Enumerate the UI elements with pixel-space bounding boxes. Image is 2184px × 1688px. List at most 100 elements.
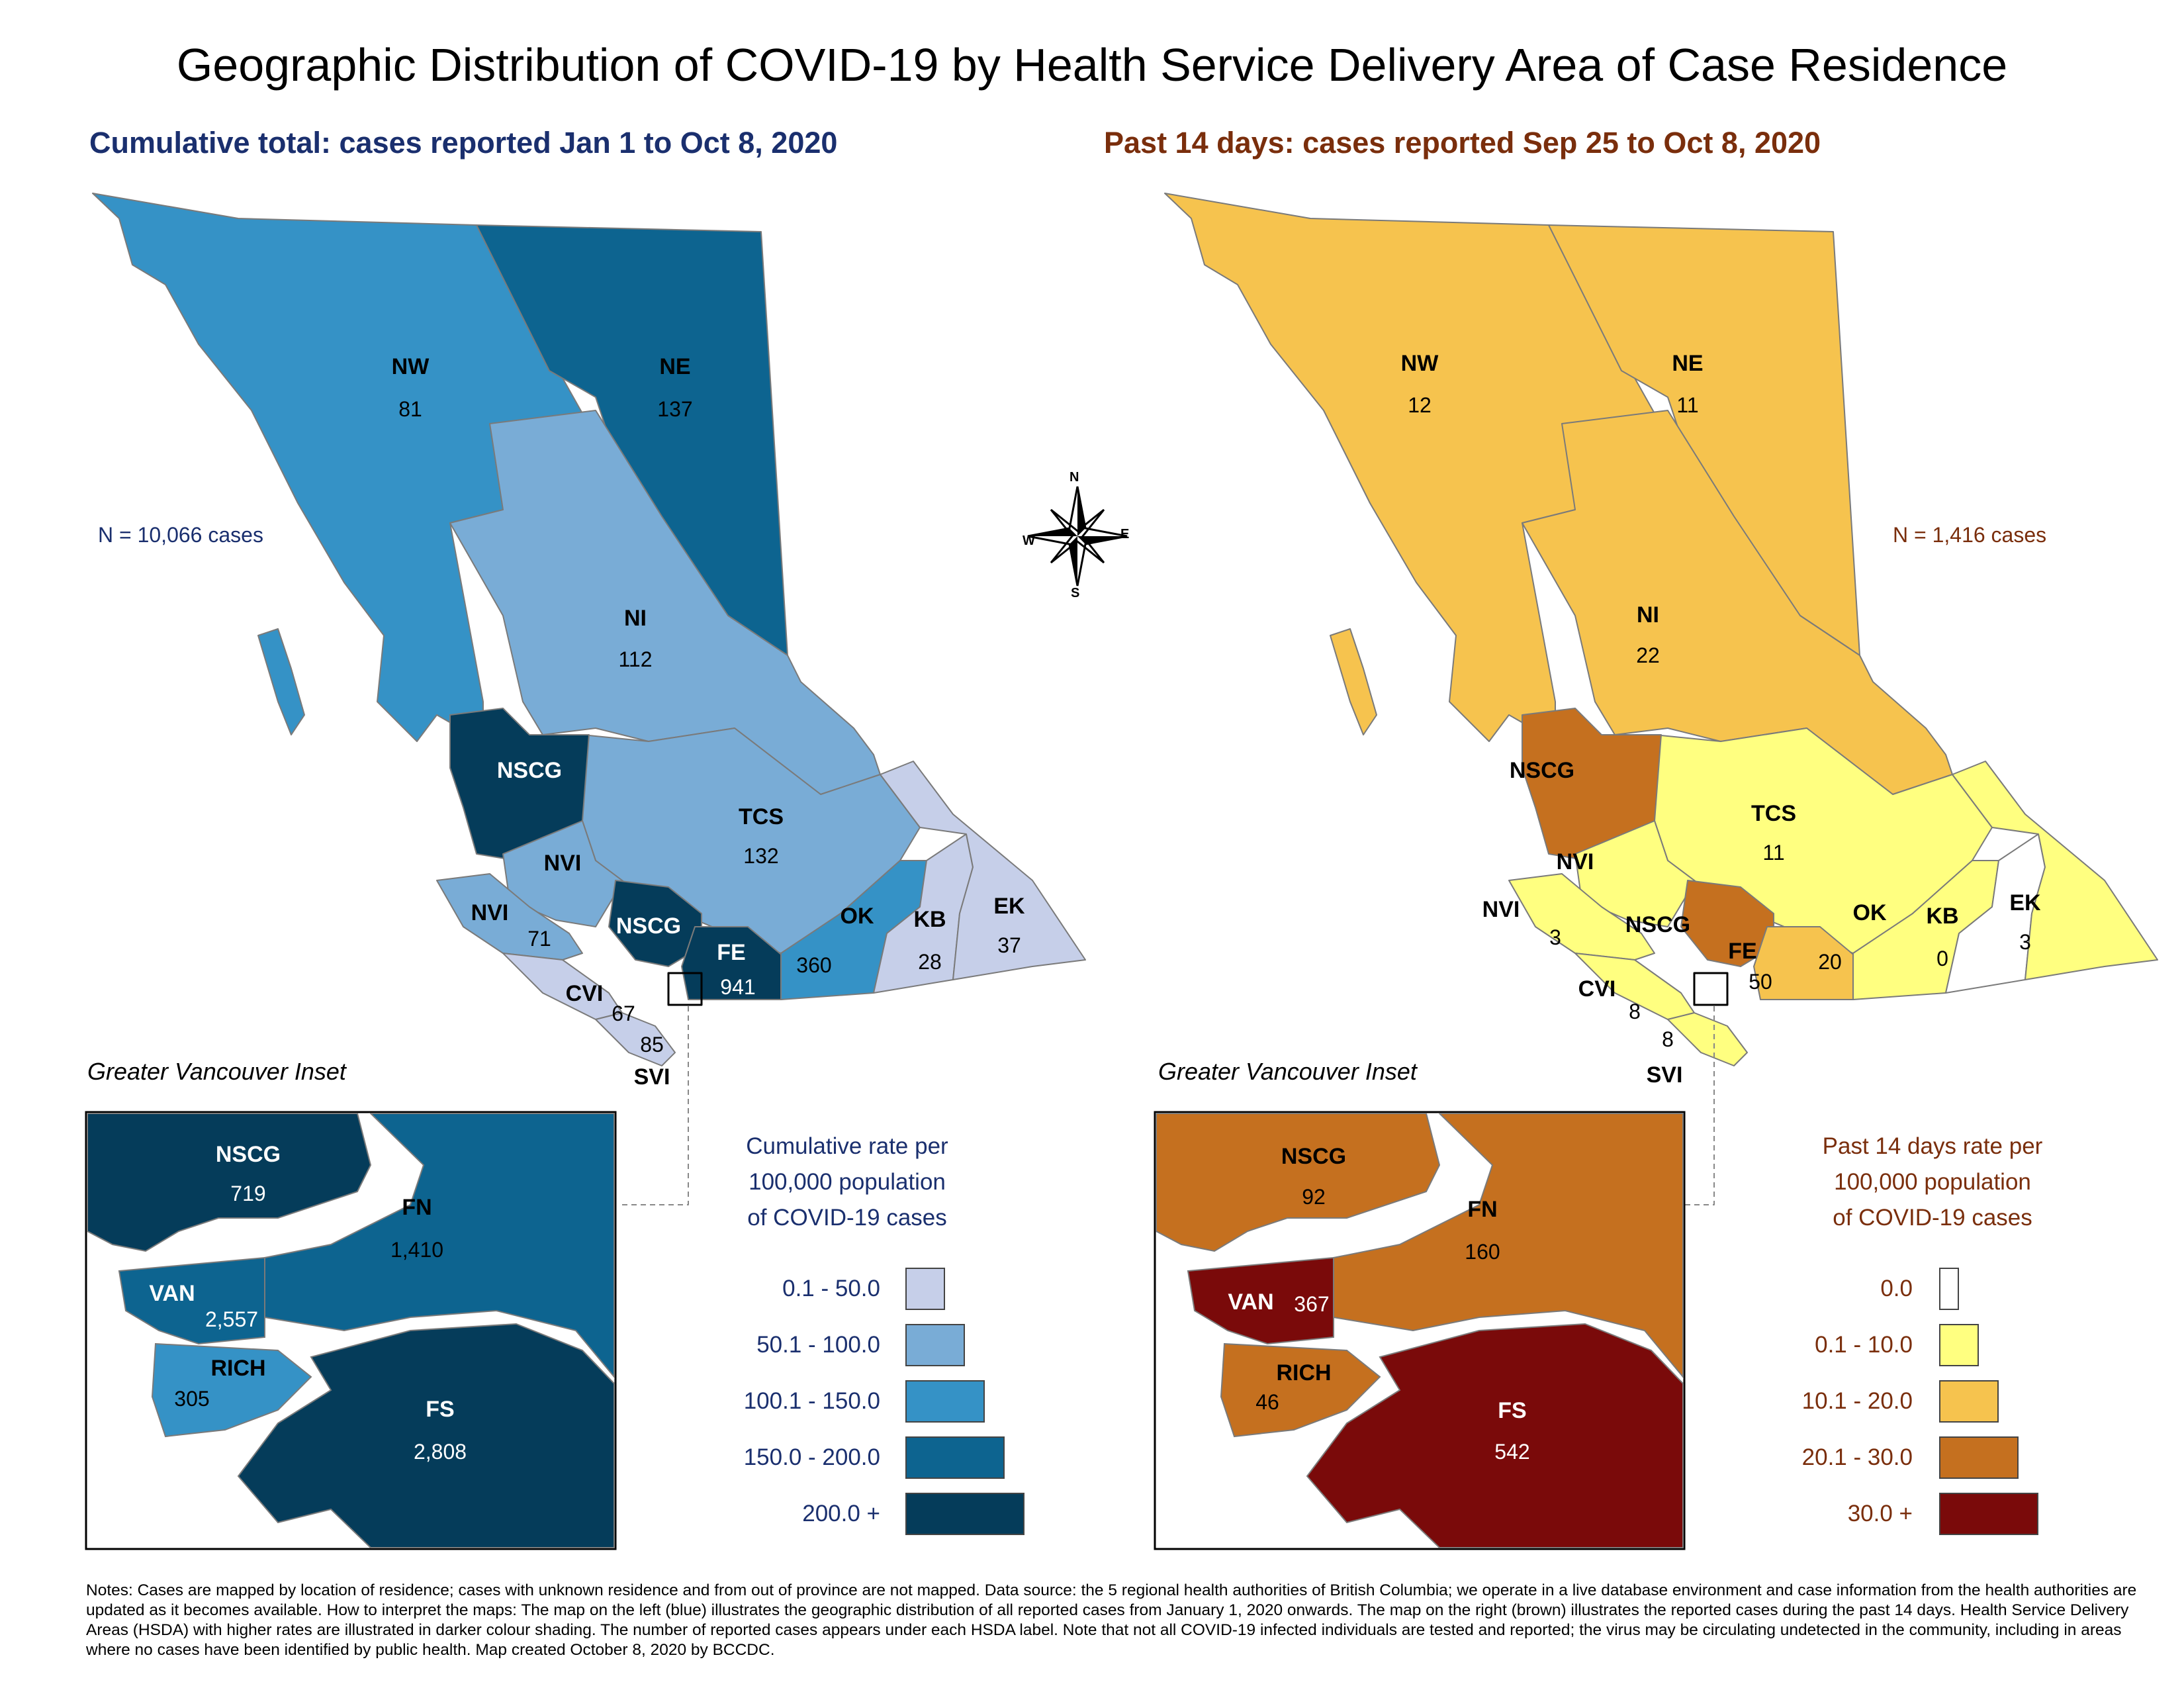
right-ok-label: OK bbox=[1852, 900, 1887, 925]
left-inset-nscg-label: NSCG bbox=[215, 1142, 281, 1167]
right-nscg-lower-label: NSCG bbox=[1625, 912, 1691, 937]
right-inset-van-value: 367 bbox=[1294, 1292, 1330, 1316]
left-ne-value: 137 bbox=[657, 397, 693, 421]
right-nvi-mainland-label: NVI bbox=[1556, 849, 1594, 874]
left-legend-title-line: Cumulative rate per bbox=[746, 1133, 948, 1159]
left-nw-label: NW bbox=[391, 354, 430, 379]
right-inset-rich bbox=[1220, 1342, 1381, 1438]
left-ok-value: 360 bbox=[796, 953, 832, 977]
left-nw-value: 81 bbox=[398, 397, 422, 421]
right-inset-title: Greater Vancouver Inset bbox=[1158, 1058, 1417, 1085]
left-legend-title-line: of COVID-19 cases bbox=[747, 1205, 947, 1231]
left-ek-label: EK bbox=[993, 894, 1025, 919]
right-cvi-value: 8 bbox=[1629, 1000, 1641, 1023]
left-inset-van-label: VAN bbox=[149, 1281, 195, 1306]
left-legend-title: Cumulative rate per 100,000 population o… bbox=[721, 1129, 973, 1236]
right-inset-fn-label: FN bbox=[1467, 1197, 1498, 1222]
left-fe-value: 941 bbox=[720, 975, 756, 999]
left-region-ek bbox=[880, 761, 1086, 980]
left-nscg-label: NSCG bbox=[496, 758, 563, 783]
right-nw-value: 12 bbox=[1408, 393, 1432, 417]
right-ne-value: 11 bbox=[1676, 393, 1699, 417]
right-kb-label: KB bbox=[1926, 904, 1959, 929]
left-tcs-value: 132 bbox=[743, 844, 779, 868]
right-region-svi bbox=[1667, 1012, 1748, 1066]
left-legend-title-line: 100,000 population bbox=[749, 1169, 946, 1195]
right-legend-label: 30.0 + bbox=[1847, 1501, 1913, 1526]
compass-rose-icon bbox=[1027, 486, 1128, 586]
left-inset-van bbox=[118, 1256, 265, 1345]
right-nw-label: NW bbox=[1400, 351, 1439, 376]
left-inset-nscg-value: 719 bbox=[230, 1182, 266, 1205]
right-nvi-value: 3 bbox=[1549, 925, 1561, 949]
compass-n-label: N bbox=[1069, 470, 1079, 485]
left-haida-gwaii bbox=[257, 628, 305, 735]
left-legend-label: 100.1 - 150.0 bbox=[743, 1388, 880, 1414]
left-legend-swatch bbox=[905, 1436, 1005, 1479]
right-legend-title: Past 14 days rate per 100,000 population… bbox=[1800, 1129, 2065, 1236]
right-legend-label: 0.1 - 10.0 bbox=[1815, 1332, 1913, 1358]
right-inset-fs-label: FS bbox=[1498, 1398, 1527, 1423]
right-fe-label: FE bbox=[1728, 939, 1757, 964]
right-region-ek bbox=[1952, 761, 2158, 980]
left-nvi-mainland-label: NVI bbox=[543, 851, 582, 876]
right-inset-rich-value: 46 bbox=[1255, 1390, 1279, 1414]
left-legend-swatch bbox=[905, 1380, 985, 1423]
right-legend-label: 10.1 - 20.0 bbox=[1801, 1388, 1913, 1414]
left-legend-swatch bbox=[905, 1493, 1024, 1535]
right-ok-value: 20 bbox=[1818, 950, 1842, 974]
right-svi-value: 8 bbox=[1662, 1027, 1674, 1051]
right-inset-nscg bbox=[1156, 1113, 1441, 1252]
left-legend-label: 200.0 + bbox=[802, 1501, 880, 1526]
right-fe-value: 50 bbox=[1749, 970, 1772, 994]
right-legend-swatch bbox=[1939, 1268, 1959, 1310]
right-ek-value: 3 bbox=[2019, 930, 2031, 954]
right-nscg-label: NSCG bbox=[1509, 758, 1575, 783]
right-inset-fn bbox=[1333, 1113, 1684, 1379]
compass-e-label: E bbox=[1120, 527, 1130, 541]
right-ni-label: NI bbox=[1637, 602, 1659, 628]
left-svi-value: 85 bbox=[640, 1033, 664, 1056]
left-ek-value: 37 bbox=[997, 933, 1021, 957]
left-map bbox=[92, 193, 1086, 1205]
right-kb-value: 0 bbox=[1936, 947, 1948, 970]
right-tcs-value: 11 bbox=[1762, 841, 1785, 865]
right-ek-label: EK bbox=[2009, 890, 2041, 915]
left-ok-label: OK bbox=[840, 904, 874, 929]
compass-w-label: W bbox=[1023, 534, 1035, 548]
compass-s-label: S bbox=[1071, 586, 1080, 600]
right-legend-swatch bbox=[1939, 1380, 1999, 1423]
right-ni-value: 22 bbox=[1636, 643, 1660, 667]
left-tcs-label: TCS bbox=[739, 804, 784, 829]
left-n-cases: N = 10,066 cases bbox=[98, 523, 263, 547]
left-region-nvi bbox=[436, 873, 583, 961]
left-nvi-value: 71 bbox=[527, 927, 551, 951]
left-inset-title: Greater Vancouver Inset bbox=[87, 1058, 346, 1085]
left-inset-fs-value: 2,808 bbox=[413, 1440, 467, 1464]
right-inset-fs bbox=[1306, 1323, 1684, 1548]
right-nvi-label: NVI bbox=[1482, 897, 1520, 922]
right-legend-label: 0.0 bbox=[1880, 1276, 1913, 1301]
right-inset-nscg-label: NSCG bbox=[1281, 1144, 1347, 1169]
left-legend-label: 150.0 - 200.0 bbox=[743, 1444, 880, 1470]
right-inset-van bbox=[1187, 1256, 1334, 1345]
left-legend-swatch bbox=[905, 1268, 945, 1310]
left-inset-fn bbox=[264, 1113, 615, 1379]
left-inset-van-value: 2,557 bbox=[205, 1307, 259, 1331]
right-map bbox=[1164, 193, 2158, 1205]
right-cvi-label: CVI bbox=[1578, 976, 1616, 1002]
page-title: Geographic Distribution of COVID-19 by H… bbox=[176, 39, 2008, 91]
right-legend-title-line: 100,000 population bbox=[1834, 1169, 2031, 1195]
right-ne-label: NE bbox=[1672, 351, 1704, 376]
right-inset-rich-label: RICH bbox=[1276, 1360, 1332, 1385]
left-ne-label: NE bbox=[659, 354, 691, 379]
right-haida-gwaii bbox=[1330, 628, 1377, 735]
left-region-svi bbox=[595, 1012, 676, 1066]
left-kb-label: KB bbox=[913, 907, 946, 932]
left-inset-rich bbox=[151, 1342, 312, 1438]
left-inset-fs-label: FS bbox=[426, 1397, 455, 1422]
right-inset-fn-value: 160 bbox=[1465, 1240, 1500, 1264]
left-inset-rich-label: RICH bbox=[210, 1356, 266, 1381]
left-ni-label: NI bbox=[624, 606, 647, 631]
